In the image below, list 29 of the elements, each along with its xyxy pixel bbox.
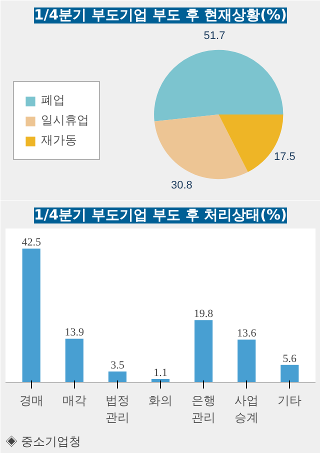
legend-label: 재가동 (41, 132, 77, 149)
legend-label: 일시휴업 (41, 112, 89, 129)
x-tick-label: 매각 (62, 394, 86, 408)
data-label: 51.7 (204, 30, 226, 42)
data-label: 17.5 (274, 150, 296, 163)
x-tick-label: 은행 관리 (192, 394, 216, 424)
bar (194, 320, 213, 382)
bar (108, 371, 126, 382)
data-label: 1.1 (154, 367, 168, 380)
data-label: 13.6 (236, 328, 257, 340)
bar (280, 364, 299, 382)
legend-label: 폐업 (41, 92, 65, 109)
text: ◈ 중소기업청 (6, 434, 81, 448)
data-label: 3.5 (110, 359, 125, 372)
x-tick-label: 사업 승계 (234, 394, 259, 424)
data-label: 30.8 (171, 179, 192, 192)
bar (238, 340, 256, 382)
x-tick-label: 화의 (148, 394, 172, 408)
x-tick-label: 기타 (278, 394, 302, 408)
data-label: 19.8 (194, 308, 214, 320)
data-label: 5.6 (282, 352, 298, 365)
bar (22, 248, 40, 382)
chart-title: 1/4분기 부도기업 부도 후 처리상태(%) (34, 208, 287, 224)
x-tick-label: 법정 관리 (105, 394, 130, 424)
chart-title: 1/4분기 부도기업 부도 후 현재상황(%) (34, 8, 287, 24)
x-tick-label: 경매 (19, 394, 44, 408)
data-label: 42.5 (22, 236, 42, 249)
data-label: 13.9 (64, 326, 85, 339)
bar (65, 338, 84, 382)
